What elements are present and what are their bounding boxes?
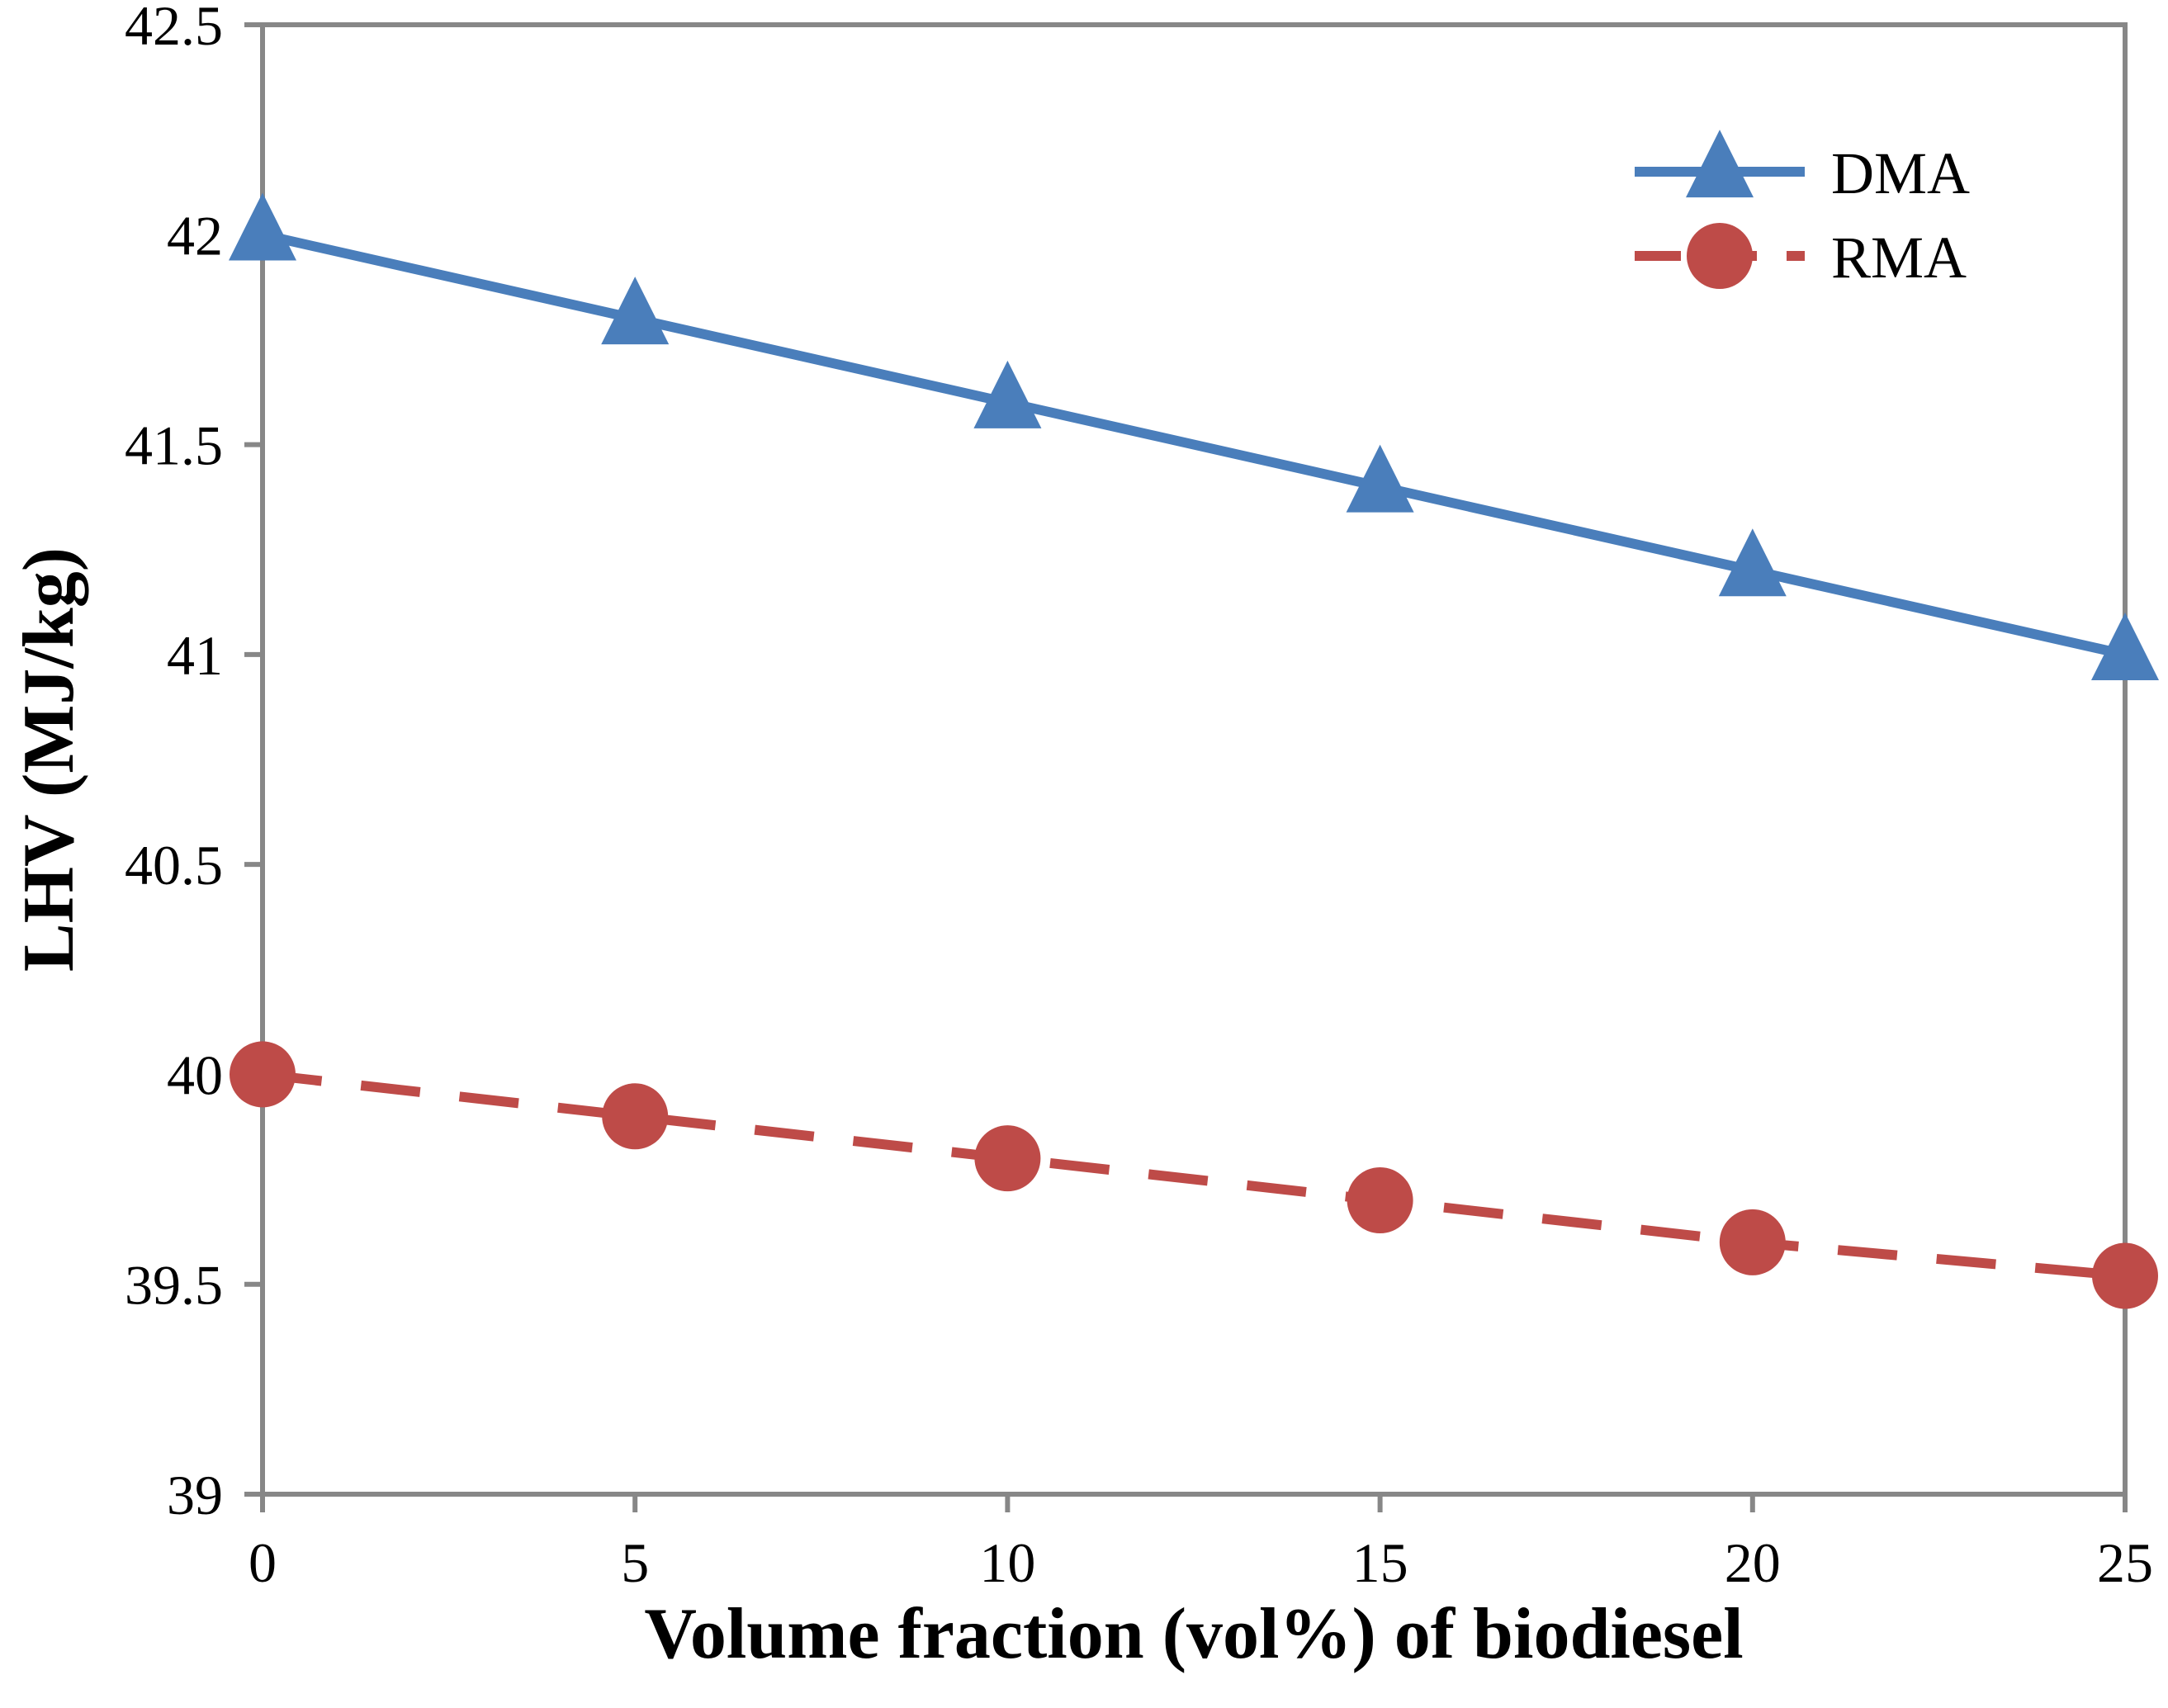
- point-dma: [1718, 528, 1787, 597]
- series-dma: [229, 192, 2159, 681]
- x-tick-label: 20: [1725, 1531, 1781, 1594]
- y-tick-label: 40.5: [125, 834, 223, 897]
- y-tick-label: 39: [167, 1464, 223, 1526]
- plot-area: [260, 22, 2128, 1497]
- y-tick-label: 42: [167, 204, 223, 267]
- point-rma: [974, 1125, 1041, 1192]
- legend-label-dma: DMA: [1831, 140, 1970, 206]
- x-tick-label: 10: [979, 1531, 1035, 1594]
- legend: DMA RMA: [1635, 130, 1970, 291]
- point-rma: [2092, 1242, 2158, 1309]
- series-layer: [229, 192, 2159, 1309]
- x-axis: 0 5 10 15 20 25: [249, 1494, 2153, 1594]
- y-tick-label: 39.5: [125, 1254, 223, 1317]
- series-rma: [230, 1041, 2158, 1309]
- y-tick-label: 42.5: [125, 0, 223, 57]
- point-dma: [229, 192, 296, 261]
- series-line-rma: [262, 1069, 2126, 1281]
- x-axis-title: Volume fraction (vol%) of biodiesel: [644, 1594, 1743, 1674]
- x-tick-label: 15: [1352, 1531, 1408, 1594]
- point-rma: [1719, 1209, 1786, 1275]
- y-tick-label: 41: [167, 624, 223, 687]
- point-dma: [2091, 613, 2159, 681]
- point-rma: [602, 1083, 669, 1150]
- y-axis-title: LHV (MJ/kg): [9, 547, 89, 972]
- x-tick-label: 25: [2097, 1531, 2153, 1594]
- legend-label-rma: RMA: [1831, 225, 1967, 291]
- point-dma: [601, 277, 670, 345]
- y-axis: 39 39.5 40 40.5 41 41.5 42 42.5: [125, 0, 263, 1526]
- point-dma: [1346, 444, 1414, 513]
- legend-marker-dma: [1686, 130, 1754, 198]
- point-rma: [230, 1041, 296, 1108]
- point-dma: [973, 360, 1042, 428]
- point-rma: [1347, 1167, 1413, 1233]
- legend-marker-rma: [1687, 223, 1753, 289]
- y-tick-label: 41.5: [125, 414, 223, 477]
- x-tick-label: 0: [249, 1531, 277, 1594]
- x-tick-label: 5: [621, 1531, 649, 1594]
- y-tick-label: 40: [167, 1043, 223, 1106]
- series-line-dma: [261, 229, 2127, 660]
